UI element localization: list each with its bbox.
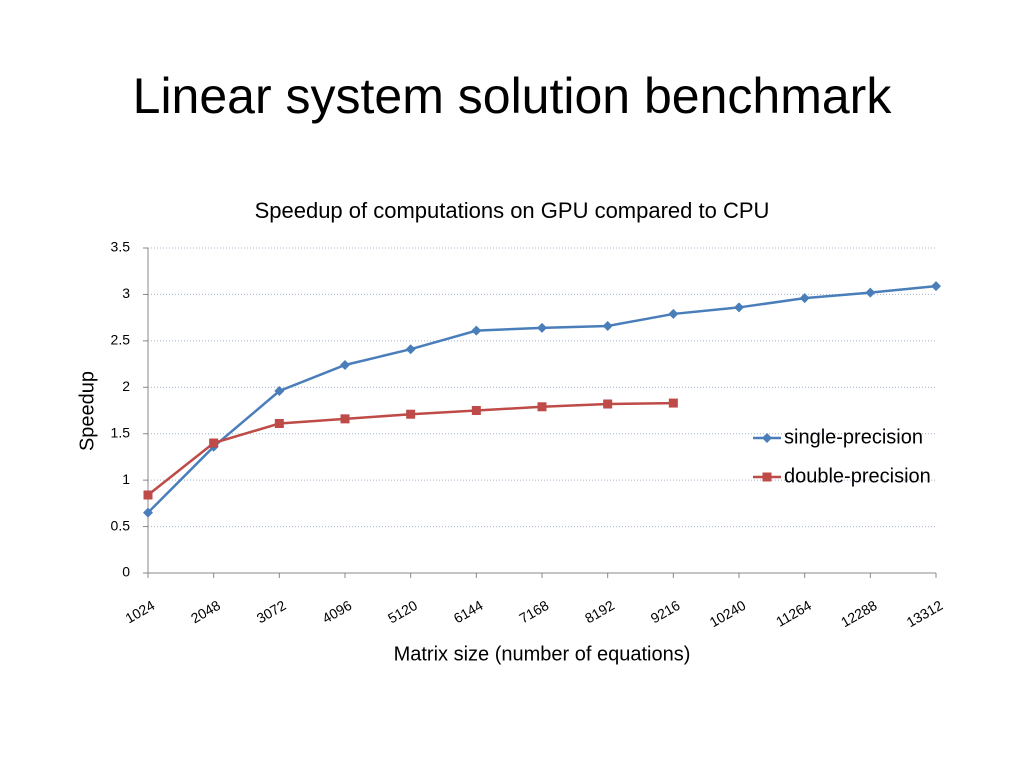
y-tick-label: 2 [122, 378, 130, 394]
data-point [471, 325, 482, 336]
y-tick-label: 0 [122, 564, 130, 580]
data-point [406, 409, 416, 419]
legend-marker [762, 433, 772, 443]
data-point [405, 344, 416, 355]
data-point [668, 308, 679, 319]
data-point [340, 360, 350, 370]
y-tick-label: 3 [122, 285, 130, 301]
legend-marker [762, 472, 772, 482]
data-point [143, 507, 153, 518]
data-point [340, 414, 350, 424]
data-point [603, 399, 613, 409]
y-tick-label: 2.5 [111, 332, 131, 348]
data-point [931, 281, 941, 292]
data-point [734, 302, 744, 313]
data-point [865, 287, 876, 298]
legend-label: double-precision [784, 465, 931, 487]
data-point [537, 402, 547, 412]
data-point [274, 386, 285, 396]
data-point [143, 490, 153, 500]
y-tick-label: 3.5 [111, 239, 131, 255]
slide-title: Linear system solution benchmark [133, 68, 893, 124]
chart-title: Speedup of computations on GPU compared … [255, 198, 770, 223]
data-point [799, 293, 810, 304]
legend-label: single-precision [784, 426, 923, 448]
data-point [537, 322, 547, 333]
data-point [274, 419, 284, 428]
data-point [209, 438, 219, 448]
x-axis-title: Matrix size (number of equations) [394, 643, 691, 665]
y-tick-label: 1 [122, 471, 130, 487]
data-point [668, 398, 678, 408]
data-point [471, 406, 481, 415]
data-point [602, 321, 613, 331]
y-tick-label: 1.5 [111, 424, 131, 440]
y-tick-label: 0.5 [111, 517, 131, 533]
y-axis-title: Speedup [76, 371, 98, 451]
